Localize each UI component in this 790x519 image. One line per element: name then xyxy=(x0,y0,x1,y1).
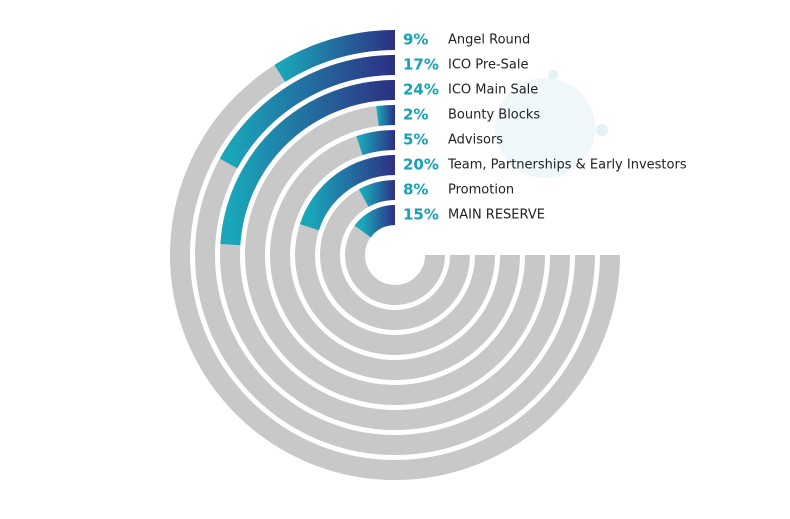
bar-arc xyxy=(376,105,396,127)
bar-arc xyxy=(220,80,396,246)
category-label: Advisors xyxy=(448,133,503,148)
value-label: 24% xyxy=(403,81,439,99)
category-label: Team, Partnerships & Early Investors xyxy=(447,158,687,173)
bar-arc xyxy=(354,205,396,238)
category-label: ICO Pre-Sale xyxy=(448,58,528,73)
value-label: 20% xyxy=(403,156,439,174)
value-label: 8% xyxy=(403,181,428,199)
value-label: 5% xyxy=(403,131,428,149)
decor-dot xyxy=(548,70,558,80)
category-label: Angel Round xyxy=(448,33,530,48)
bar-arc xyxy=(299,155,396,231)
value-label: 2% xyxy=(403,106,428,124)
value-label: 9% xyxy=(403,31,428,49)
track xyxy=(320,180,470,330)
category-label: Promotion xyxy=(448,183,514,198)
category-label: Bounty Blocks xyxy=(448,108,540,123)
value-label: 15% xyxy=(403,206,439,224)
bar-arc xyxy=(274,30,396,82)
track xyxy=(170,30,620,480)
track xyxy=(270,130,520,380)
bar-arc xyxy=(356,130,396,156)
category-label: ICO Main Sale xyxy=(448,83,538,98)
bar-arc xyxy=(358,180,396,208)
track xyxy=(245,105,545,405)
value-label: 17% xyxy=(403,56,439,74)
decor-circle xyxy=(495,78,595,178)
decor-dot xyxy=(596,124,608,136)
bar-arc xyxy=(219,55,396,169)
category-label: MAIN RESERVE xyxy=(448,208,545,223)
